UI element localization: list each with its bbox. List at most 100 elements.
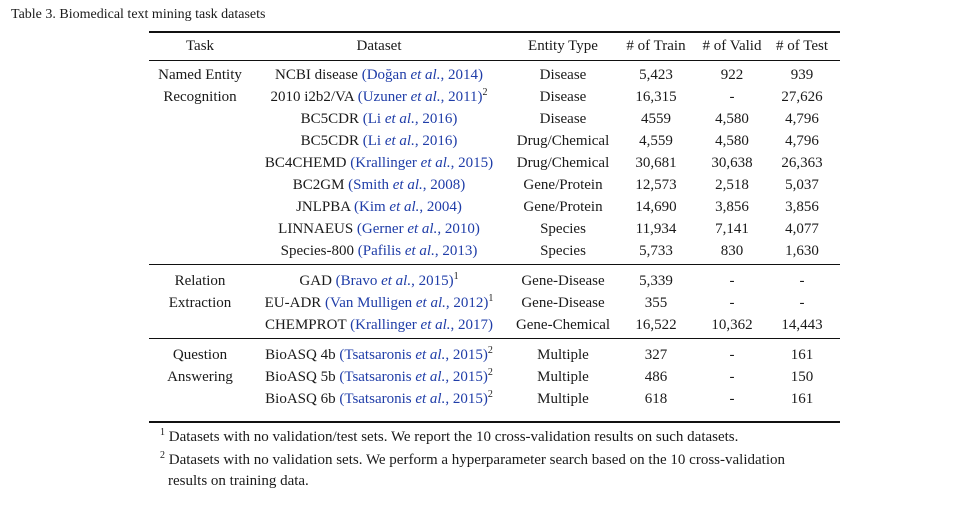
valid-count-cell: 4,580 xyxy=(715,133,749,149)
citation-link[interactable]: (Smith et al., 2008) xyxy=(348,177,466,193)
train-count-cell: 486 xyxy=(644,369,668,385)
valid-count-cell: - xyxy=(729,347,735,363)
train-count-cell: 30,681 xyxy=(635,155,677,171)
test-count-cell: 4,077 xyxy=(785,221,819,237)
entity-type-cell: Multiple xyxy=(537,347,589,363)
footnote-mark: 2 xyxy=(160,450,165,461)
entity-type-cell: Multiple xyxy=(537,391,589,407)
dataset-cell: EU-ADR (Van Mulligen et al., 2012)1 xyxy=(265,294,494,312)
bottom-rule xyxy=(149,421,840,423)
citation-link[interactable]: (Tsatsaronis et al., 2015) xyxy=(339,391,488,407)
valid-count-cell: 922 xyxy=(720,67,744,83)
citation-link[interactable]: (Pafilis et al., 2013) xyxy=(357,243,478,259)
citation-link[interactable]: (Tsatsaronis et al., 2015) xyxy=(339,347,488,363)
train-count-cell: 16,315 xyxy=(635,89,677,105)
dataset-name: LINNAEUS xyxy=(278,221,357,237)
test-count-cell: 4,796 xyxy=(785,111,819,127)
dataset-name: CHEMPROT xyxy=(264,317,351,333)
citation-link[interactable]: (Krallinger et al., 2015) xyxy=(350,155,494,171)
citation-link[interactable]: (Tsatsaronis et al., 2015) xyxy=(339,369,488,385)
citation-link[interactable]: (Doğan et al., 2014) xyxy=(361,67,483,83)
dataset-cell: CHEMPROT (Krallinger et al., 2017) xyxy=(265,316,493,334)
dataset-name: GAD xyxy=(299,273,336,289)
dataset-cell: BC5CDR (Li et al., 2016) xyxy=(301,132,458,150)
entity-type-cell: Species xyxy=(540,243,586,259)
task-label: Relation xyxy=(174,273,226,289)
valid-count-cell: 7,141 xyxy=(715,221,749,237)
entity-type-cell: Drug/Chemical xyxy=(516,155,610,171)
header-task: Task xyxy=(185,38,215,54)
test-count-cell: - xyxy=(799,273,805,289)
footnote-line: 1 Datasets with no validation/test sets.… xyxy=(160,427,739,446)
header-rule xyxy=(149,60,840,61)
test-count-cell: 3,856 xyxy=(785,199,819,215)
citation-link[interactable]: (Li et al., 2016) xyxy=(362,133,458,149)
dataset-cell: BC4CHEMD (Krallinger et al., 2015) xyxy=(265,154,493,172)
test-count-cell: 26,363 xyxy=(781,155,823,171)
valid-count-cell: - xyxy=(729,295,735,311)
citation-link[interactable]: (Kim et al., 2004) xyxy=(354,199,462,215)
dataset-cell: BC5CDR (Li et al., 2016) xyxy=(301,110,458,128)
test-count-cell: 161 xyxy=(790,347,814,363)
footnote-mark: 1 xyxy=(453,271,459,282)
train-count-cell: 5,733 xyxy=(639,243,673,259)
footnote-mark: 2 xyxy=(487,389,493,400)
test-count-cell: 4,796 xyxy=(785,133,819,149)
train-count-cell: 618 xyxy=(644,391,668,407)
valid-count-cell: 10,362 xyxy=(711,317,753,333)
dataset-cell: BioASQ 4b (Tsatsaronis et al., 2015)2 xyxy=(265,346,493,364)
valid-count-cell: - xyxy=(729,273,735,289)
dataset-name: BioASQ 4b xyxy=(265,347,340,363)
test-count-cell: 5,037 xyxy=(785,177,819,193)
valid-count-cell: 830 xyxy=(720,243,744,259)
dataset-cell: BioASQ 6b (Tsatsaronis et al., 2015)2 xyxy=(265,390,493,408)
citation-link[interactable]: (Li et al., 2016) xyxy=(362,111,458,127)
dataset-name: 2010 i2b2/VA xyxy=(270,89,358,105)
entity-type-cell: Disease xyxy=(539,111,587,127)
valid-count-cell: 2,518 xyxy=(715,177,749,193)
header-valid: # of Valid xyxy=(702,38,762,54)
dataset-name: BC2GM xyxy=(292,177,349,193)
test-count-cell: - xyxy=(799,295,805,311)
train-count-cell: 14,690 xyxy=(635,199,677,215)
valid-count-cell: - xyxy=(729,369,735,385)
dataset-cell: Species-800 (Pafilis et al., 2013) xyxy=(281,242,478,260)
dataset-name: EU-ADR xyxy=(264,295,326,311)
entity-type-cell: Disease xyxy=(539,89,587,105)
citation-link[interactable]: (Krallinger et al., 2017) xyxy=(350,317,494,333)
train-count-cell: 5,339 xyxy=(639,273,673,289)
entity-type-cell: Gene-Disease xyxy=(521,295,605,311)
dataset-name: BioASQ 5b xyxy=(265,369,340,385)
top-rule xyxy=(149,31,840,33)
table-caption: Table 3. Biomedical text mining task dat… xyxy=(11,7,266,22)
valid-count-cell: 30,638 xyxy=(711,155,753,171)
entity-type-cell: Drug/Chemical xyxy=(516,133,610,149)
header-entity-type: Entity Type xyxy=(528,38,598,54)
citation-link[interactable]: (Bravo et al., 2015) xyxy=(335,273,454,289)
dataset-name: BC5CDR xyxy=(300,111,363,127)
citation-link[interactable]: (Van Mulligen et al., 2012) xyxy=(325,295,489,311)
datasets-table: Task Dataset Entity Type # of Train # of… xyxy=(149,31,840,423)
footnote-mark: 2 xyxy=(487,367,493,378)
header-train: # of Train xyxy=(626,38,686,54)
test-count-cell: 939 xyxy=(790,67,814,83)
group-rule xyxy=(149,338,840,339)
train-count-cell: 12,573 xyxy=(635,177,677,193)
task-label: Recognition xyxy=(163,89,237,105)
test-count-cell: 161 xyxy=(790,391,814,407)
dataset-cell: NCBI disease (Doğan et al., 2014) xyxy=(275,66,483,84)
citation-link[interactable]: (Uzuner et al., 2011) xyxy=(357,89,483,105)
entity-type-cell: Gene/Protein xyxy=(523,177,603,193)
entity-type-cell: Disease xyxy=(539,67,587,83)
dataset-name: NCBI disease xyxy=(275,67,362,83)
entity-type-cell: Gene-Chemical xyxy=(515,317,611,333)
dataset-name: JNLPBA xyxy=(296,199,355,215)
test-count-cell: 27,626 xyxy=(781,89,823,105)
valid-count-cell: - xyxy=(729,89,735,105)
header-dataset: Dataset xyxy=(356,38,402,54)
task-label: Question xyxy=(172,347,228,363)
train-count-cell: 327 xyxy=(644,347,668,363)
dataset-name: BC5CDR xyxy=(300,133,363,149)
citation-link[interactable]: (Gerner et al., 2010) xyxy=(356,221,480,237)
valid-count-cell: - xyxy=(729,391,735,407)
